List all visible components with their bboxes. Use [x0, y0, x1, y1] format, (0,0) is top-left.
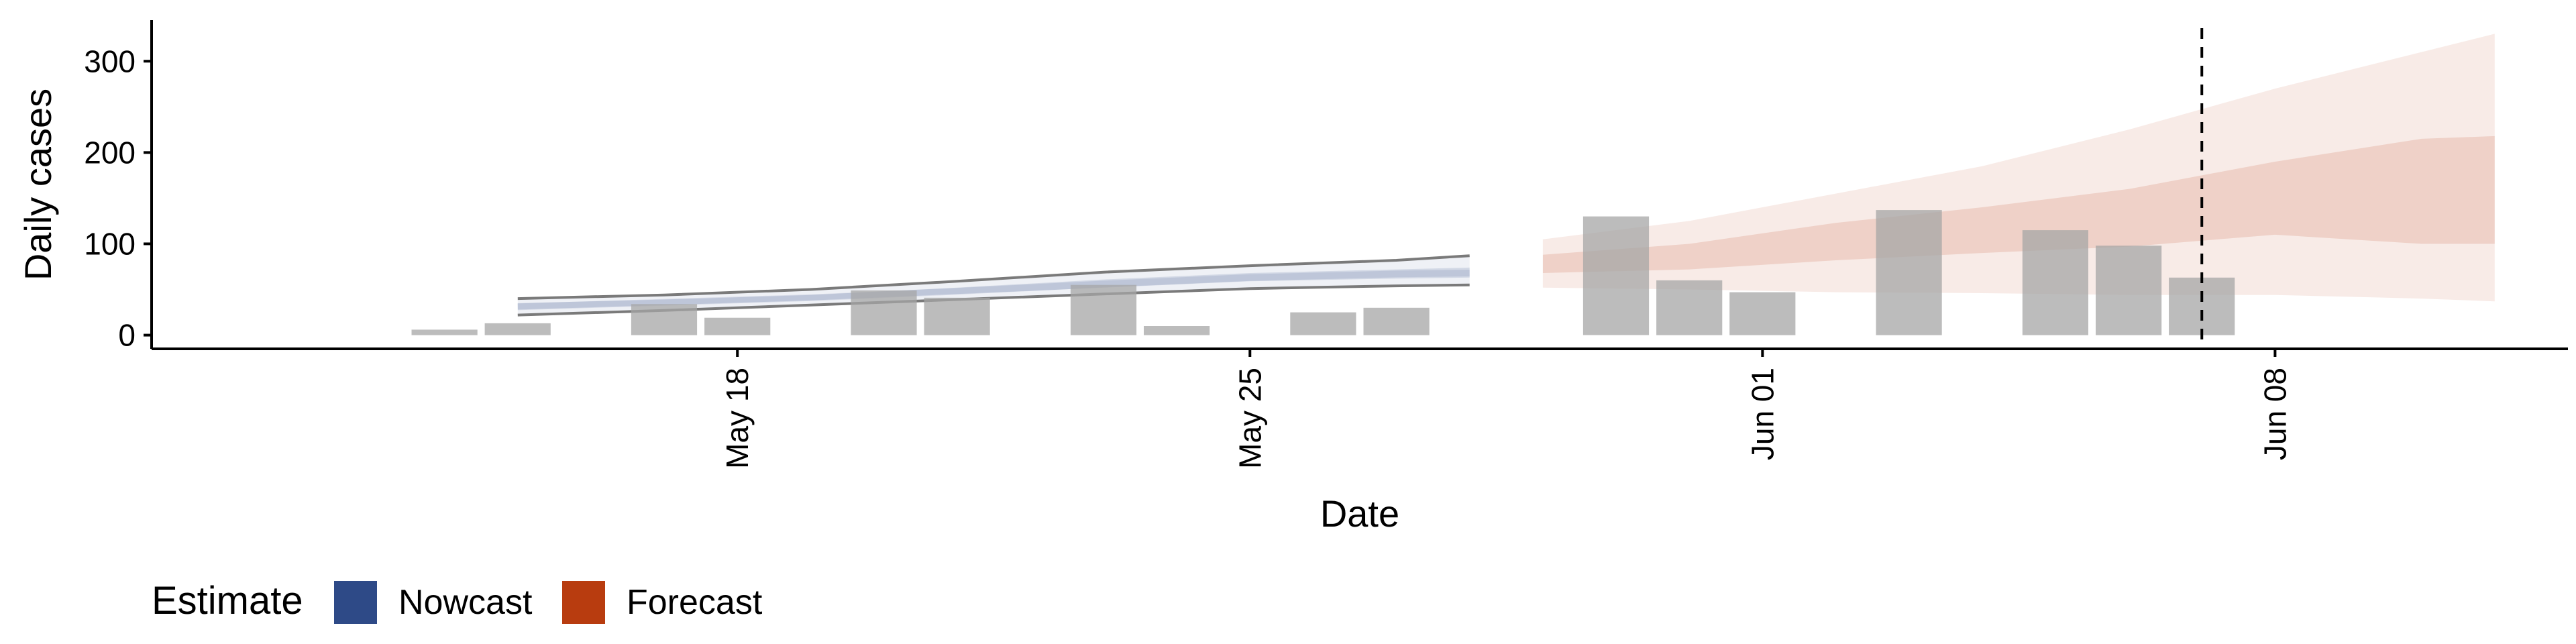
y-tick-label: 0 — [118, 318, 136, 353]
case-bar — [1144, 326, 1210, 335]
y-tick-label: 300 — [84, 44, 136, 78]
legend-title: Estimate — [152, 579, 303, 623]
nowcast-legend-label: Nowcast — [398, 583, 533, 622]
nowcast-legend-swatch — [334, 581, 377, 624]
case-bars — [411, 210, 2235, 335]
nowcast-median-line — [517, 270, 1470, 311]
case-bar — [704, 317, 771, 335]
uncertainty-bands — [517, 34, 2495, 317]
x-ticks: May 18 May 25 Jun 01 Jun 08 — [720, 349, 2292, 469]
case-bar — [2096, 246, 2162, 335]
forecast-inner-band — [1542, 136, 2495, 273]
axes — [150, 20, 2568, 350]
forecast-legend-label: Forecast — [627, 583, 763, 622]
case-bar — [1290, 312, 1356, 335]
legend: Estimate Nowcast Forecast — [152, 579, 763, 624]
nowcast-outer-band — [517, 256, 1470, 315]
case-bar — [1656, 280, 1723, 335]
x-tick-label: May 25 — [1232, 368, 1267, 469]
case-bar — [1070, 284, 1137, 335]
y-tick-label: 200 — [84, 135, 136, 170]
forecast-legend-swatch — [562, 581, 605, 624]
y-ticks: 0 100 200 300 — [84, 44, 152, 353]
x-axis-title: Date — [1320, 492, 1399, 535]
case-bar — [924, 297, 990, 335]
case-bar — [1876, 210, 1942, 335]
y-axis-title: Daily cases — [17, 89, 59, 280]
case-bar — [631, 304, 698, 335]
case-bar — [411, 329, 478, 335]
forecast-outer-band — [1542, 34, 2495, 302]
x-tick-label: May 18 — [720, 368, 755, 469]
x-tick-label: Jun 01 — [1745, 368, 1780, 460]
nowcast-upper-line — [517, 254, 1470, 301]
case-bar — [1582, 216, 1650, 335]
case-bar — [484, 323, 551, 335]
x-tick-label: Jun 08 — [2257, 368, 2292, 460]
case-bar — [1729, 292, 1796, 335]
y-tick-label: 100 — [84, 226, 136, 261]
case-bar — [1363, 307, 1430, 335]
nowcast-inner-band — [517, 267, 1470, 310]
case-bar — [2022, 230, 2088, 335]
case-bar — [851, 290, 917, 335]
case-bar — [2169, 277, 2235, 335]
